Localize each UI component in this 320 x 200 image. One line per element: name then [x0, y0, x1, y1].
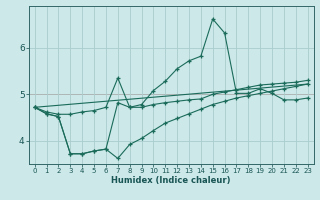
X-axis label: Humidex (Indice chaleur): Humidex (Indice chaleur) [111, 176, 231, 185]
